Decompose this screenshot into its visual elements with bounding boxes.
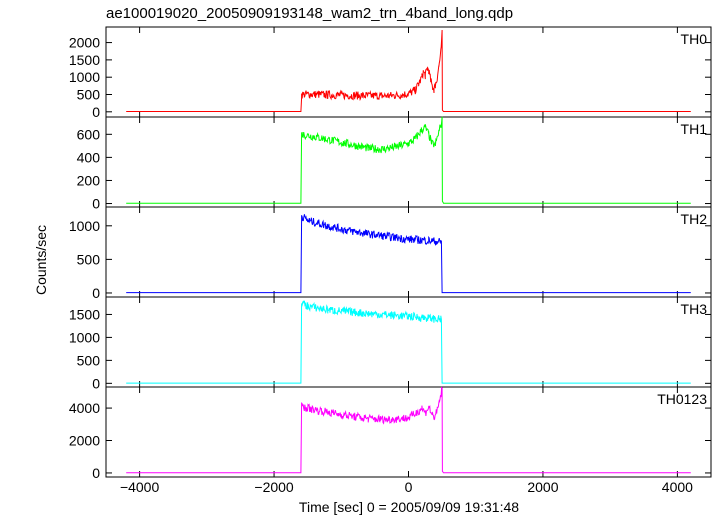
series-line-TH0123 [126,386,691,474]
y-tick-label: 400 [77,149,101,165]
y-tick-label: 0 [92,285,100,301]
y-tick-label: 1000 [69,329,100,345]
x-tick-label: 4000 [662,479,693,495]
series-label-TH1: TH1 [681,121,708,137]
x-tick-label: −2000 [254,479,294,495]
y-tick-label: 1000 [69,218,100,234]
y-tick-label: 2000 [69,433,100,449]
series-label-TH3: TH3 [681,301,708,317]
y-tick-label: 500 [77,352,101,368]
y-tick-label: 500 [77,87,101,103]
series-line-TH2 [126,214,691,294]
chart-title: ae100019020_20050909193148_wam2_trn_4ban… [106,5,513,22]
panel-frame-TH2 [105,206,712,298]
y-tick-label: 1500 [69,306,100,322]
x-tick-label: 0 [405,479,413,495]
y-axis-label: Counts/sec [33,225,49,295]
y-tick-label: 500 [77,251,101,267]
panel-frame-TH0 [105,26,712,118]
y-tick-label: 600 [77,126,101,142]
y-tick-label: 0 [92,196,100,212]
y-tick-label: 200 [77,172,101,188]
y-tick-label: 0 [92,465,100,481]
panel-frame-TH0123 [105,386,712,478]
series-line-TH1 [126,116,691,204]
y-tick-label: 1500 [69,52,100,68]
y-tick-label: 4000 [69,400,100,416]
y-tick-label: 2000 [69,35,100,51]
x-tick-label: 2000 [527,479,558,495]
series-line-TH3 [126,300,691,384]
panel-frame-TH1 [105,116,712,208]
x-axis-label: Time [sec] 0 = 2005/09/09 19:31:48 [299,499,519,515]
series-label-TH0123: TH0123 [657,391,707,407]
series-line-TH0 [126,29,691,112]
y-tick-label: 0 [92,375,100,391]
y-tick-label: 1000 [69,69,100,85]
series-label-TH0: TH0 [681,31,708,47]
series-label-TH2: TH2 [681,211,708,227]
y-tick-label: 0 [92,104,100,120]
panel-frame-TH3 [105,296,712,388]
x-tick-label: −4000 [120,479,160,495]
